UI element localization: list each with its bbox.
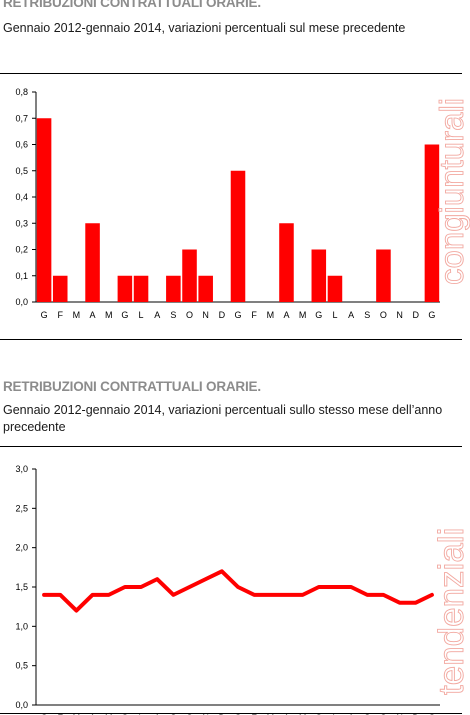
section-divider bbox=[0, 339, 462, 340]
x-tick-label: N bbox=[396, 310, 403, 320]
x-tick-label: M bbox=[267, 713, 275, 715]
x-tick-label: M bbox=[73, 310, 81, 320]
bar bbox=[327, 275, 343, 302]
y-tick-label: 3,0 bbox=[15, 464, 28, 474]
y-tick-label: 0,3 bbox=[15, 218, 28, 228]
x-tick-label: S bbox=[170, 713, 176, 715]
chart1-divider bbox=[0, 73, 462, 74]
x-tick-label: G bbox=[234, 310, 241, 320]
x-tick-label: N bbox=[202, 310, 209, 320]
x-tick-label: L bbox=[139, 310, 144, 320]
x-tick-label: A bbox=[154, 310, 160, 320]
x-tick-label: F bbox=[251, 310, 257, 320]
x-tick-label: A bbox=[90, 310, 96, 320]
x-tick-label: G bbox=[121, 310, 128, 320]
bar bbox=[166, 275, 181, 302]
x-tick-label: D bbox=[413, 310, 420, 320]
bar bbox=[376, 249, 391, 302]
y-tick-label: 0,7 bbox=[15, 113, 28, 123]
x-tick-label: F bbox=[57, 713, 63, 715]
y-tick-label: 0,1 bbox=[15, 271, 28, 281]
y-tick-label: 0,2 bbox=[15, 245, 28, 255]
x-tick-label: G bbox=[315, 310, 322, 320]
x-tick-label: M bbox=[299, 713, 307, 715]
x-tick-label: D bbox=[413, 713, 420, 715]
x-tick-label: A bbox=[283, 310, 289, 320]
x-tick-label: F bbox=[57, 310, 63, 320]
bar bbox=[230, 170, 246, 302]
x-tick-label: F bbox=[251, 713, 257, 715]
x-tick-label: G bbox=[41, 713, 48, 715]
chart1-title: RETRIBUZIONI CONTRATTUALI ORARIE. bbox=[3, 0, 261, 10]
x-tick-label: O bbox=[380, 310, 387, 320]
x-tick-label: O bbox=[186, 713, 193, 715]
x-tick-label: A bbox=[154, 713, 160, 715]
bar bbox=[182, 249, 197, 302]
x-tick-label: A bbox=[90, 713, 96, 715]
chart2-title: RETRIBUZIONI CONTRATTUALI ORARIE. bbox=[3, 379, 261, 394]
x-tick-label: M bbox=[73, 713, 81, 715]
line-series bbox=[42, 569, 434, 613]
bar bbox=[85, 223, 100, 302]
chart2-divider bbox=[0, 446, 462, 447]
x-tick-label: A bbox=[348, 713, 354, 715]
y-tick-label: 0,5 bbox=[15, 166, 28, 176]
x-tick-label: M bbox=[105, 310, 113, 320]
x-tick-label: M bbox=[299, 310, 307, 320]
chart1-subtitle: Gennaio 2012-gennaio 2014, variazioni pe… bbox=[3, 21, 406, 35]
x-tick-label: S bbox=[170, 310, 176, 320]
side-label: congiunturali bbox=[433, 98, 470, 285]
x-tick-label: O bbox=[186, 310, 193, 320]
x-tick-label: G bbox=[121, 713, 128, 715]
bottom-divider bbox=[0, 713, 462, 714]
x-tick-label: A bbox=[348, 310, 354, 320]
chart2-subtitle: Gennaio 2012-gennaio 2014, variazioni pe… bbox=[3, 403, 443, 434]
x-tick-label: S bbox=[364, 310, 370, 320]
y-tick-label: 0,5 bbox=[15, 661, 28, 671]
x-tick-label: L bbox=[332, 713, 337, 715]
side-label: tendenziali bbox=[432, 528, 470, 695]
x-tick-label: G bbox=[315, 713, 322, 715]
chart1-bar-chart: 0,00,10,20,30,40,50,60,70,8G F M A M G L A S O N D G… bbox=[15, 87, 470, 320]
x-tick-label: L bbox=[332, 310, 337, 320]
bar bbox=[52, 275, 68, 302]
x-tick-label: N bbox=[396, 713, 403, 715]
x-tick-label: G bbox=[234, 713, 241, 715]
x-tick-label: M bbox=[267, 310, 275, 320]
y-tick-label: 0,8 bbox=[15, 87, 28, 97]
bar bbox=[424, 144, 440, 302]
x-tick-label: M bbox=[105, 713, 113, 715]
y-tick-label: 0,6 bbox=[15, 140, 28, 150]
x-tick-label: G bbox=[428, 713, 435, 715]
y-tick-label: 0,0 bbox=[15, 700, 28, 710]
y-tick-label: 1,5 bbox=[15, 582, 28, 592]
x-tick-label: S bbox=[364, 713, 370, 715]
bar bbox=[117, 275, 133, 302]
y-tick-label: 2,5 bbox=[15, 503, 28, 513]
y-tick-label: 1,0 bbox=[15, 621, 28, 631]
x-tick-label: A bbox=[283, 713, 289, 715]
bar bbox=[279, 223, 294, 302]
bar bbox=[36, 118, 52, 302]
x-tick-label: G bbox=[428, 310, 435, 320]
x-tick-label: O bbox=[380, 713, 387, 715]
x-tick-label: G bbox=[41, 310, 48, 320]
x-tick-label: D bbox=[219, 713, 226, 715]
y-tick-label: 0,4 bbox=[15, 192, 28, 202]
y-tick-label: 0,0 bbox=[15, 297, 28, 307]
x-tick-label: D bbox=[219, 310, 226, 320]
x-tick-label: L bbox=[139, 713, 144, 715]
x-tick-label: N bbox=[202, 713, 209, 715]
bar bbox=[133, 275, 149, 302]
bar bbox=[311, 249, 327, 302]
chart2-line-chart: 0,0 0,5 1,0 1,5 2,0 2,5 3,0 G F M A M G L A S O N D G F M A M G L… bbox=[15, 464, 470, 715]
bar bbox=[198, 275, 213, 302]
y-tick-label: 2,0 bbox=[15, 543, 28, 553]
